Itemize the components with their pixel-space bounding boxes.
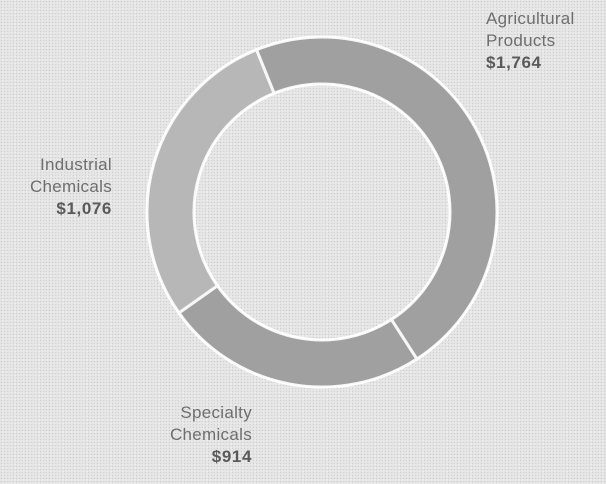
label-industrial-chemicals-wrap: Industrial Chemicals $1,076 [0,154,112,220]
label-agricultural-products: Agricultural Products $1,764 [486,8,575,74]
label-specialty-chemicals-wrap: Specialty Chemicals $914 [130,402,252,468]
label-specialty-line2: Chemicals [169,425,252,444]
donut-slices [145,35,499,389]
label-industrial-line1: Industrial [40,155,112,174]
label-specialty-value: $914 [211,447,252,466]
donut-texture-overlay [171,61,474,364]
slice-agricultural-products [254,35,499,362]
label-industrial-value: $1,076 [56,199,112,218]
label-agricultural-value: $1,764 [486,53,542,72]
label-industrial-chemicals: Industrial Chemicals $1,076 [0,154,112,220]
label-specialty-line1: Specialty [180,403,252,422]
slice-industrial-chemicals [145,47,277,315]
label-specialty-chemicals: Specialty Chemicals $914 [130,402,252,468]
label-agricultural-line2: Products [486,31,556,50]
label-industrial-line2: Chemicals [29,177,112,196]
label-agricultural-line1: Agricultural [486,9,575,28]
